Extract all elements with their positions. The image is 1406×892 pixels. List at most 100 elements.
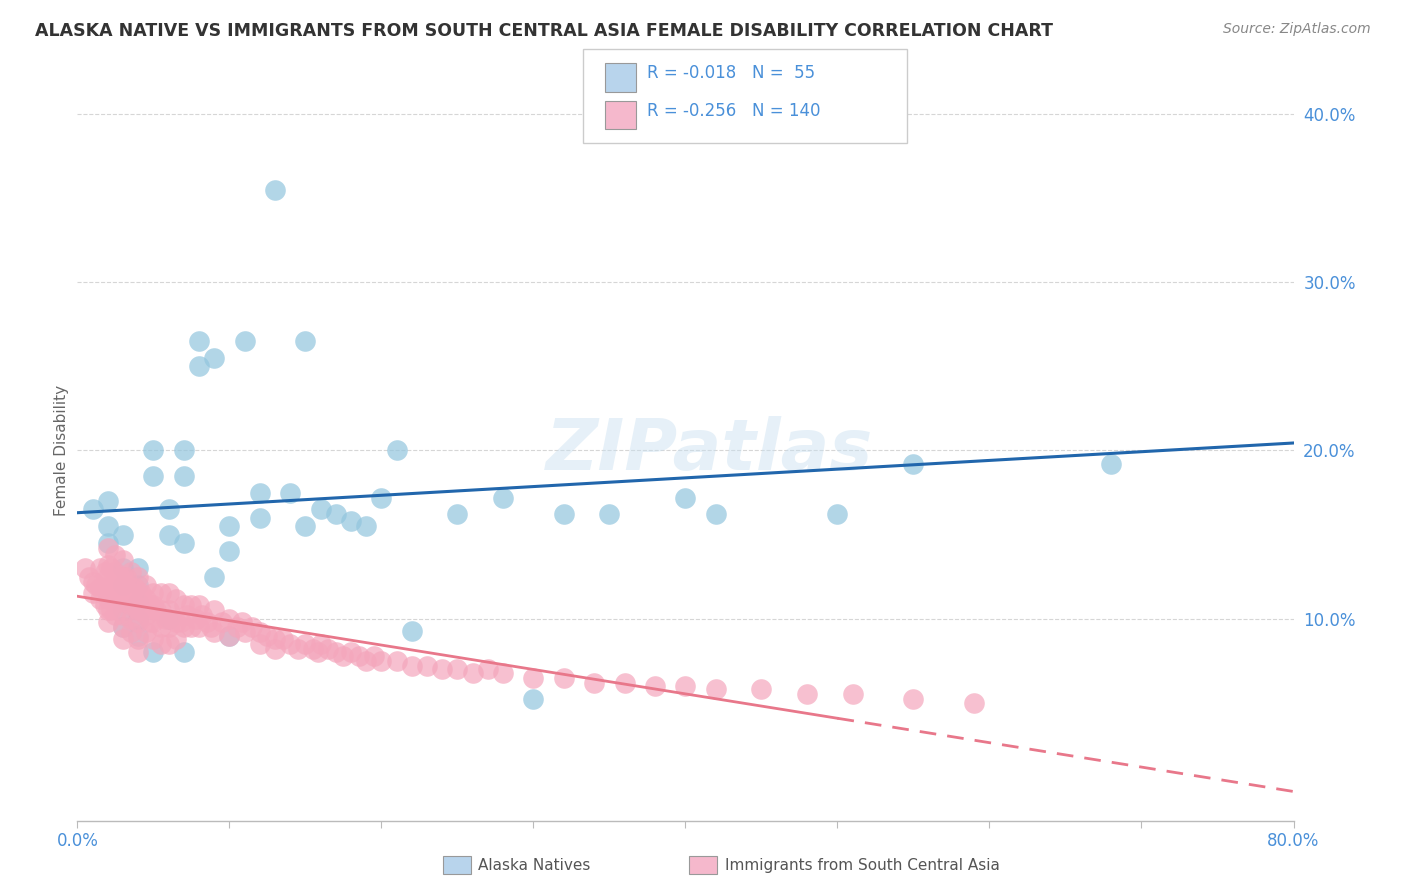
Point	[492, 491, 515, 505]
Point	[142, 599, 165, 613]
Point	[202, 569, 225, 583]
Point	[127, 603, 149, 617]
Point	[226, 620, 249, 634]
Point	[97, 569, 120, 583]
Point	[218, 628, 240, 642]
Point	[100, 591, 122, 606]
Point	[294, 637, 316, 651]
Point	[97, 536, 120, 550]
Point	[97, 494, 120, 508]
Text: Source: ZipAtlas.com: Source: ZipAtlas.com	[1223, 22, 1371, 37]
Point	[89, 582, 111, 596]
Point	[111, 553, 134, 567]
Point	[97, 591, 120, 606]
Point	[188, 359, 211, 374]
Point	[675, 679, 697, 693]
Point	[160, 612, 183, 626]
Point	[370, 491, 392, 505]
Point	[264, 183, 287, 197]
Point	[124, 599, 146, 613]
Point	[903, 457, 925, 471]
Point	[796, 688, 818, 702]
Point	[149, 637, 172, 651]
Point	[416, 658, 439, 673]
Point	[188, 599, 211, 613]
Point	[157, 612, 180, 626]
Point	[139, 599, 162, 613]
Point	[173, 620, 195, 634]
Point	[135, 608, 157, 623]
Point	[173, 443, 195, 458]
Point	[176, 608, 198, 623]
Point	[89, 591, 111, 606]
Point	[249, 510, 271, 524]
Point	[127, 595, 149, 609]
Point	[111, 620, 134, 634]
Point	[170, 615, 193, 629]
Point	[120, 625, 142, 640]
Text: ALASKA NATIVE VS IMMIGRANTS FROM SOUTH CENTRAL ASIA FEMALE DISABILITY CORRELATIO: ALASKA NATIVE VS IMMIGRANTS FROM SOUTH C…	[35, 22, 1053, 40]
Point	[149, 603, 172, 617]
Point	[120, 565, 142, 579]
Point	[180, 599, 202, 613]
Point	[124, 582, 146, 596]
Y-axis label: Female Disability: Female Disability	[53, 384, 69, 516]
Point	[142, 468, 165, 483]
Point	[401, 658, 423, 673]
Point	[165, 632, 187, 646]
Point	[354, 519, 377, 533]
Point	[127, 628, 149, 642]
Point	[135, 625, 157, 640]
Point	[307, 645, 329, 659]
Point	[142, 586, 165, 600]
Point	[108, 586, 131, 600]
Point	[401, 624, 423, 638]
Point	[583, 675, 606, 690]
Point	[111, 578, 134, 592]
Point	[278, 485, 301, 500]
Point	[231, 615, 253, 629]
Point	[155, 612, 177, 626]
Point	[79, 569, 101, 583]
Point	[903, 692, 925, 706]
Point	[82, 586, 104, 600]
Point	[173, 645, 195, 659]
Point	[97, 541, 120, 555]
Point	[340, 645, 363, 659]
Point	[202, 351, 225, 365]
Point	[142, 645, 165, 659]
Point	[522, 692, 544, 706]
Text: R = -0.018   N =  55: R = -0.018 N = 55	[647, 64, 815, 82]
Point	[165, 615, 187, 629]
Point	[256, 628, 278, 642]
Point	[104, 548, 127, 562]
Point	[111, 595, 134, 609]
Text: ZIPatlas: ZIPatlas	[546, 416, 873, 485]
Point	[104, 565, 127, 579]
Point	[115, 569, 138, 583]
Point	[120, 612, 142, 626]
Point	[553, 508, 575, 522]
Point	[104, 608, 127, 623]
Point	[157, 620, 180, 634]
Point	[135, 578, 157, 592]
Point	[675, 491, 697, 505]
Point	[173, 468, 195, 483]
Point	[751, 682, 773, 697]
Point	[316, 642, 339, 657]
Point	[142, 615, 165, 629]
Point	[97, 615, 120, 629]
Point	[89, 561, 111, 575]
Point	[309, 637, 332, 651]
Point	[142, 632, 165, 646]
Text: Alaska Natives: Alaska Natives	[478, 858, 591, 872]
Point	[73, 561, 96, 575]
Point	[100, 561, 122, 575]
Point	[218, 544, 240, 558]
Point	[332, 648, 354, 663]
Point	[84, 578, 107, 592]
Point	[111, 527, 134, 541]
Point	[218, 628, 240, 642]
Point	[173, 599, 195, 613]
Point	[111, 632, 134, 646]
